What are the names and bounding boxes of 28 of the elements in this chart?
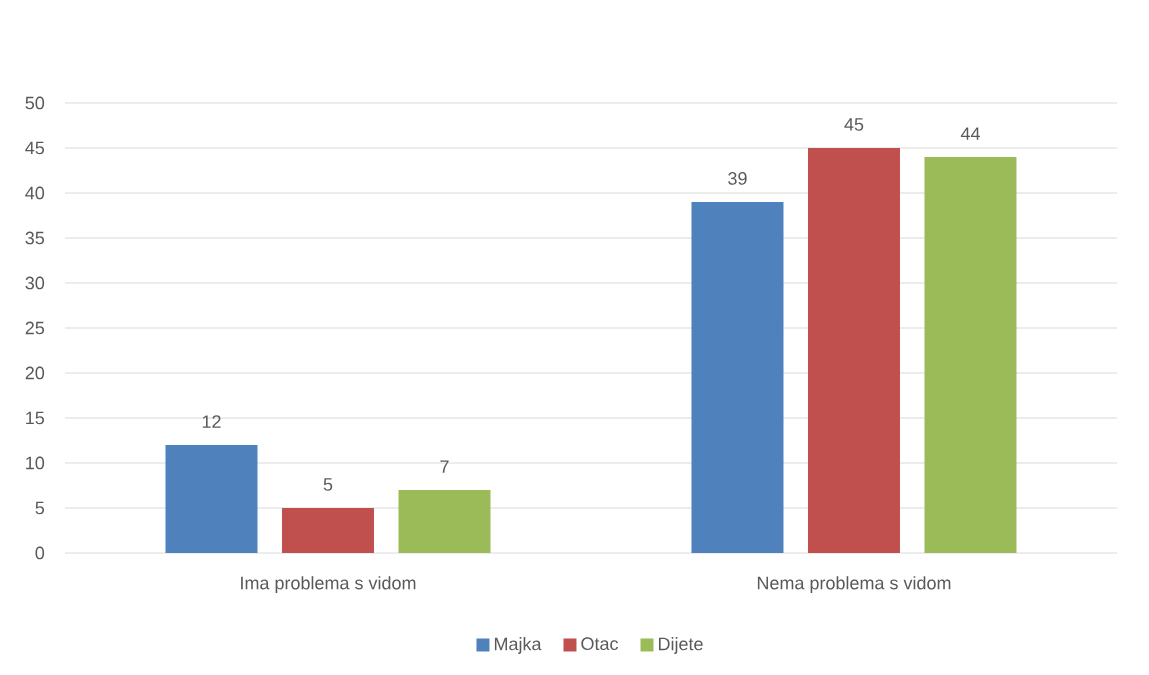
y-tick-label: 5 xyxy=(35,501,45,515)
y-tick-label: 25 xyxy=(25,321,45,335)
legend-label: Dijete xyxy=(658,637,703,654)
data-label: 7 xyxy=(440,460,449,473)
data-label: 39 xyxy=(728,172,747,185)
y-tick-label: 40 xyxy=(25,186,45,200)
y-tick-label: 15 xyxy=(26,411,45,425)
y-tick-label: 20 xyxy=(25,366,45,380)
y-tick-label: 10 xyxy=(26,456,45,470)
x-tick-label: Ima problema s vidom xyxy=(241,576,416,593)
data-label: 12 xyxy=(202,415,221,428)
x-tick-label: Nema problema s vidom xyxy=(757,576,951,593)
data-label: 5 xyxy=(323,478,333,491)
y-tick-label: 30 xyxy=(25,276,45,290)
bar xyxy=(281,508,374,553)
y-tick-label: 45 xyxy=(25,141,45,155)
legend-label: Majka xyxy=(494,637,542,654)
data-label: 45 xyxy=(844,118,864,131)
y-tick-label: 0 xyxy=(35,546,45,560)
legend-label: Otac xyxy=(581,637,619,651)
bar xyxy=(807,148,900,553)
data-label: 44 xyxy=(960,127,980,140)
bar xyxy=(165,445,258,553)
y-tick-label: 50 xyxy=(25,96,45,110)
y-tick-label: 35 xyxy=(25,231,45,245)
bar xyxy=(691,202,784,553)
bar xyxy=(398,490,491,553)
bar xyxy=(924,157,1017,553)
